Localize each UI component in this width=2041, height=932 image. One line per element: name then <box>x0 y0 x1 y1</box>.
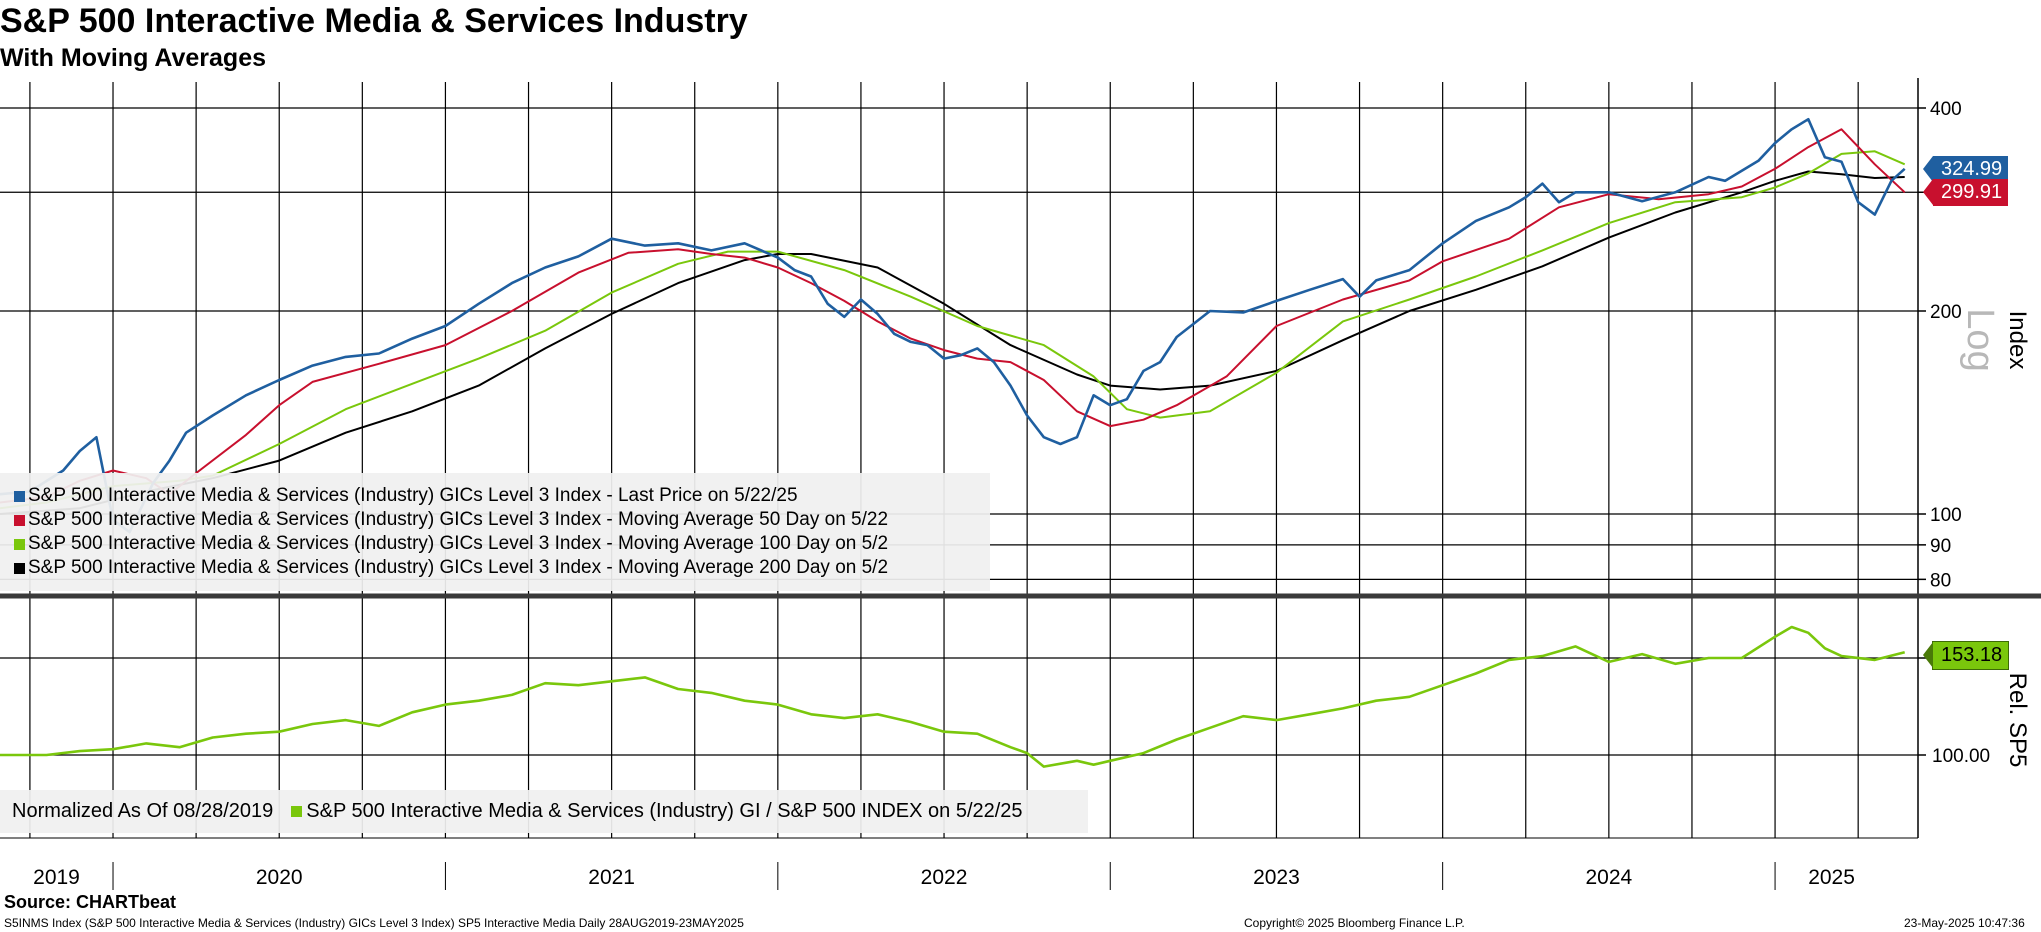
upper-panel-series <box>0 117 1906 534</box>
legend-swatch-ma50 <box>14 514 25 526</box>
chart-subtitle: With Moving Averages <box>0 44 267 72</box>
legend-item-ma200: S&P 500 Interactive Media & Services (In… <box>14 557 888 579</box>
footer-timestamp: 23-May-2025 10:47:36 <box>1904 916 2025 930</box>
normalized-note: Normalized As Of 08/28/2019 <box>12 800 274 822</box>
upper-tick-label: 80 <box>1930 570 1951 591</box>
lower-tick-label: 100.00 <box>1932 746 1990 767</box>
source-note: Source: CHARTbeat <box>4 892 177 912</box>
upper-tick-label: 200 <box>1930 302 1962 323</box>
chart-title: S&P 500 Interactive Media & Services Ind… <box>0 2 748 40</box>
upper-tick-label: 90 <box>1930 536 1951 557</box>
log-scale-label: Log <box>1959 308 2001 371</box>
x-tick-label: 2019 <box>33 866 80 889</box>
legend-label-ma100: S&P 500 Interactive Media & Services (In… <box>28 533 889 554</box>
legend-item-relative: S&P 500 Interactive Media & Services (In… <box>291 800 1023 823</box>
legend-swatch-relative <box>291 806 303 817</box>
x-tick-label: 2023 <box>1253 866 1300 889</box>
price-line <box>0 117 1906 534</box>
legend-item-price: S&P 500 Interactive Media & Services (In… <box>14 485 798 507</box>
last-price-tag: 324.99 <box>1922 156 2009 183</box>
lower-panel-series <box>0 625 1906 768</box>
legend-label-relative: S&P 500 Interactive Media & Services (In… <box>306 800 1023 822</box>
legend-swatch-ma100 <box>14 538 25 550</box>
relative-last-tag: 153.18 <box>1922 641 2010 670</box>
relative-line <box>0 625 1906 768</box>
legend-label-price: S&P 500 Interactive Media & Services (In… <box>28 485 798 506</box>
x-tick-label: 2021 <box>588 866 635 889</box>
ma100-line <box>0 150 1906 510</box>
footer-copyright: Copyright© 2025 Bloomberg Finance L.P. <box>1244 916 1465 930</box>
legend-label-ma50: S&P 500 Interactive Media & Services (In… <box>28 509 889 530</box>
legend-swatch-price <box>14 490 25 502</box>
x-tick-label: 2020 <box>256 866 303 889</box>
upper-axis-title: Index <box>2004 311 2031 370</box>
upper-tick-label: 400 <box>1930 99 1962 120</box>
legend-label-ma200: S&P 500 Interactive Media & Services (In… <box>28 557 889 578</box>
legend-item-ma50: S&P 500 Interactive Media & Services (In… <box>14 509 888 531</box>
lower-legend: Normalized As Of 08/28/2019 S&P 500 Inte… <box>0 790 1088 833</box>
upper-tick-label: 100 <box>1930 505 1962 526</box>
ma50-tag: 299.91 <box>1922 179 2009 206</box>
x-tick-label: 2025 <box>1808 866 1855 889</box>
lower-axis-title: Rel. SP5 <box>2004 673 2031 768</box>
ma200-line <box>0 170 1905 515</box>
legend-swatch-ma200 <box>14 562 25 574</box>
x-tick-label: 2024 <box>1586 866 1633 889</box>
legend-item-ma100: S&P 500 Interactive Media & Services (In… <box>14 533 888 555</box>
footer-ticker: S5INMS Index (S&P 500 Interactive Media … <box>4 916 744 930</box>
upper-legend: S&P 500 Interactive Media & Services (In… <box>0 473 990 591</box>
x-tick-label: 2022 <box>921 866 968 889</box>
